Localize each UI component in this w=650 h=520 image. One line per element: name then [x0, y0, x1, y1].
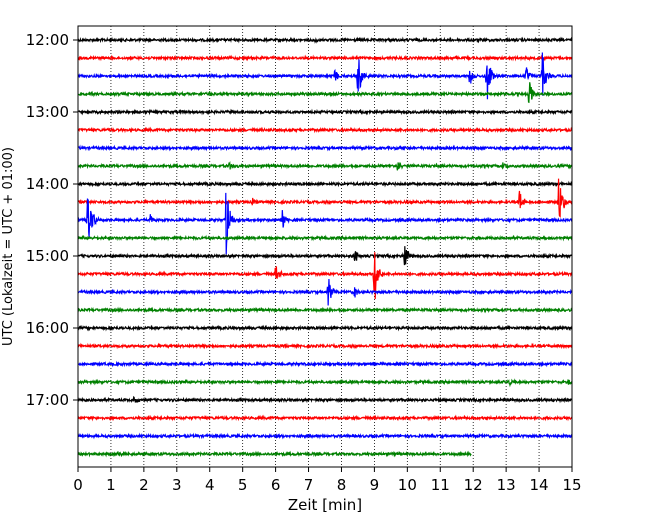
trace-1530	[77, 278, 573, 306]
trace-1700	[77, 395, 573, 404]
trace-1315	[77, 126, 573, 134]
traces	[77, 36, 573, 458]
x-tick-label: 15	[562, 476, 581, 494]
trace-1515	[77, 252, 573, 300]
x-tick-label: 6	[271, 476, 281, 494]
x-tick-label: 5	[238, 476, 248, 494]
trace-1545	[77, 306, 573, 314]
trace-1600	[77, 324, 573, 332]
x-tick-label: 11	[431, 476, 450, 494]
x-tick-label: 12	[464, 476, 483, 494]
y-tick-label: 15:00	[26, 247, 69, 265]
trace-1245	[77, 82, 573, 104]
x-tick-label: 14	[530, 476, 549, 494]
y-tick-label: 17:00	[26, 391, 69, 409]
trace-1430	[77, 192, 573, 255]
trace-1415	[77, 178, 573, 218]
plot-frame	[77, 25, 573, 468]
y-axis-ticks: 12:00 13:00 14:00 15:00 16:00 17:00	[26, 31, 78, 409]
trace-1300	[77, 108, 573, 116]
y-tick-label: 12:00	[26, 31, 69, 49]
trace-1200	[77, 36, 573, 44]
trace-1645	[77, 378, 573, 388]
x-tick-label: 7	[304, 476, 314, 494]
trace-1715	[77, 414, 573, 422]
trace-1215	[77, 54, 573, 62]
x-tick-label: 13	[497, 476, 516, 494]
x-axis-ticks: 0 1 2 3 4 5 6 7 8 9 10 11 12 13 14 15	[73, 467, 582, 494]
trace-1500	[77, 246, 573, 266]
x-tick-label: 0	[73, 476, 83, 494]
trace-1330	[77, 144, 573, 152]
y-tick-label: 16:00	[26, 319, 69, 337]
trace-1400	[77, 180, 573, 188]
trace-1630	[77, 360, 573, 368]
x-tick-label: 2	[139, 476, 149, 494]
x-tick-label: 8	[337, 476, 347, 494]
trace-1745	[77, 450, 472, 458]
trace-1445	[77, 234, 573, 242]
trace-1230	[77, 52, 573, 100]
trace-1615	[77, 342, 573, 350]
x-tick-label: 10	[398, 476, 417, 494]
x-tick-label: 9	[370, 476, 380, 494]
y-axis-label: UTC (Lokalzeit = UTC + 01:00)	[1, 147, 16, 346]
trace-1345	[77, 161, 573, 171]
x-tick-label: 3	[172, 476, 182, 494]
y-tick-label: 13:00	[26, 103, 69, 121]
y-tick-label: 14:00	[26, 175, 69, 193]
x-tick-label: 1	[106, 476, 116, 494]
x-axis-label: Zeit [min]	[288, 496, 362, 514]
trace-1730	[77, 432, 573, 440]
x-tick-label: 4	[205, 476, 215, 494]
